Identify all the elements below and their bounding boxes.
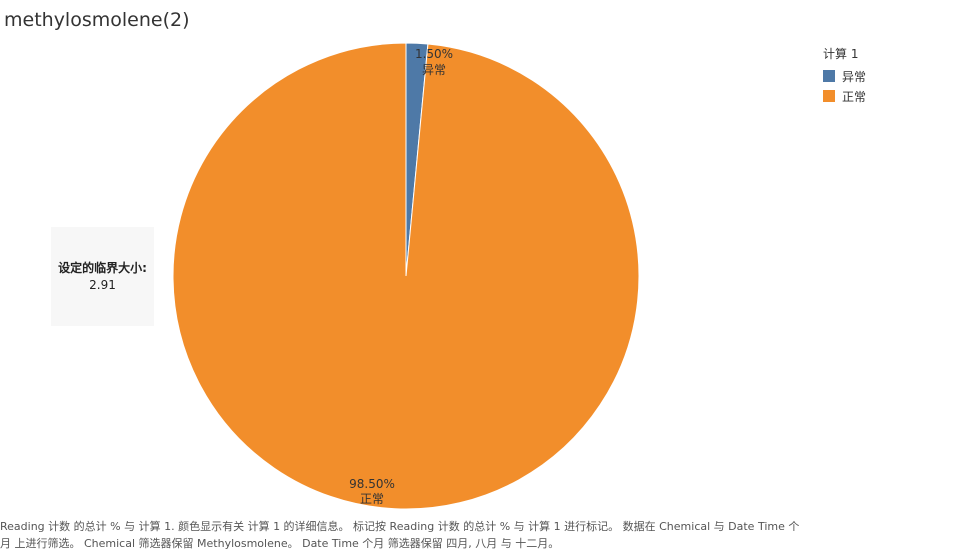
slice-percent-label-abnormal: 1.50% <box>415 47 453 61</box>
threshold-annotation: 设定的临界大小: 2.91 <box>51 227 154 326</box>
legend-label-normal: 正常 <box>842 89 867 104</box>
legend: 计算 1 异常 正常 <box>823 45 866 106</box>
slice-percent-label-normal: 98.50% <box>349 477 395 491</box>
annotation-label: 设定的临界大小: <box>58 260 147 275</box>
slice-name-label-abnormal: 异常 <box>422 63 446 77</box>
legend-swatch-abnormal <box>823 70 835 82</box>
legend-label-abnormal: 异常 <box>842 69 867 84</box>
legend-swatch-normal <box>823 90 835 102</box>
pie-slice-normal[interactable] <box>172 42 640 510</box>
legend-item-normal[interactable]: 正常 <box>823 86 866 106</box>
chart-title: methylosmolene(2) <box>4 9 190 31</box>
legend-item-abnormal[interactable]: 异常 <box>823 66 866 86</box>
annotation-value: 2.91 <box>89 277 116 292</box>
slice-name-label-normal: 正常 <box>360 492 384 506</box>
chart-caption: Reading 计数 的总计 % 与 计算 1. 颜色显示有关 计算 1 的详细… <box>0 520 800 550</box>
legend-title: 计算 1 <box>823 47 859 61</box>
